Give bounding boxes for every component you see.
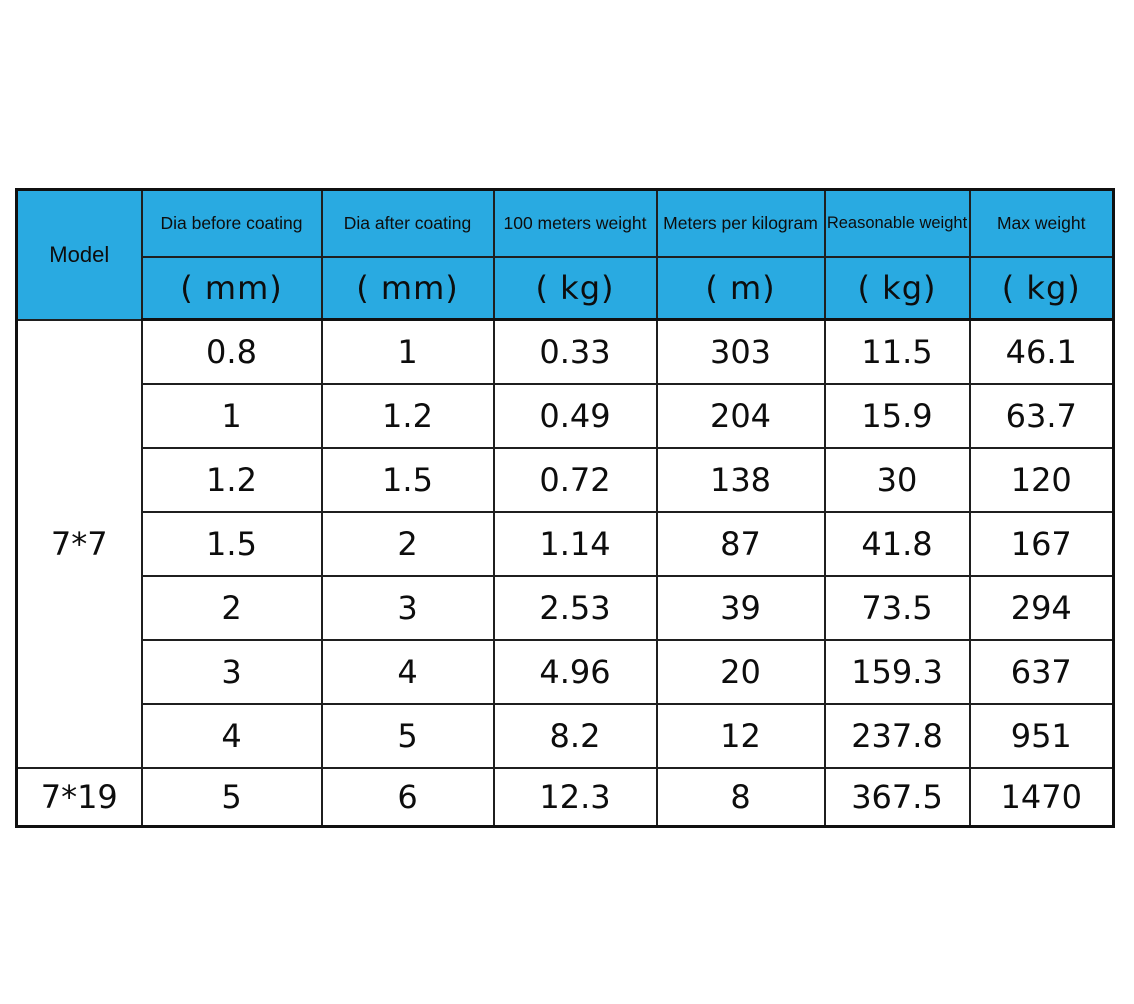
table-cell: 15.9 [823,382,971,449]
header-dia-after-coating: Dia after coating [320,188,495,258]
table-row: 7*19 5 6 12.3 8 367.5 1470 [15,766,1115,828]
table-cell: 39 [655,574,826,641]
table-cell: 12.3 [492,766,658,828]
table-cell: 8.2 [492,702,658,769]
table-cell: 237.8 [823,702,971,769]
unit-max-weight: ( kg) [968,255,1115,321]
table-cell: 87 [655,510,826,577]
table-cell: 2.53 [492,574,658,641]
table-cell: 5 [140,766,323,828]
table-cell: 3 [140,638,323,705]
table-cell: 73.5 [823,574,971,641]
table-cell: 20 [655,638,826,705]
table-cell: 1 [140,382,323,449]
table-header: Model Dia before coating Dia after coati… [15,188,1115,321]
table-cell: 1.2 [140,446,323,513]
unit-meters-per-kilogram: ( m) [655,255,826,321]
table-cell: 204 [655,382,826,449]
table-cell: 1.2 [320,382,495,449]
table-cell: 30 [823,446,971,513]
table-row: 3 4 4.96 20 159.3 637 [17,638,1115,705]
header-100-meters-weight: 100 meters weight [492,188,658,258]
table-cell: 3 [320,574,495,641]
table-cell: 0.49 [492,382,658,449]
header-dia-before-coating: Dia before coating [140,188,323,258]
table-cell: 6 [320,766,495,828]
model-cell-7x19: 7*19 [15,766,143,828]
unit-dia-before-coating: ( mm) [140,255,323,321]
table-cell: 0.33 [492,318,658,385]
unit-dia-after-coating: ( mm) [320,255,495,321]
table-cell: 12 [655,702,826,769]
table-cell: 1.5 [140,510,323,577]
table-cell: 1 [320,318,495,385]
table-cell: 637 [968,638,1115,705]
model-cell-7x7: 7*7 [15,318,143,769]
table-cell: 159.3 [823,638,971,705]
table-cell: 294 [968,574,1115,641]
table-row: 1 1.2 0.49 204 15.9 63.7 [17,382,1115,449]
table-cell: 4 [140,702,323,769]
table-cell: 5 [320,702,495,769]
wire-rope-spec-table: Model Dia before coating Dia after coati… [15,188,1115,828]
table-body: 7*7 0.8 1 0.33 303 11.5 46.1 1 1.2 0.49 … [15,318,1115,828]
table-cell: 2 [140,574,323,641]
header-model: Model [15,188,143,321]
unit-reasonable-weight: ( kg) [823,255,971,321]
table-row: 1.2 1.5 0.72 138 30 120 [17,446,1115,513]
table-cell: 303 [655,318,826,385]
table-cell: 0.8 [140,318,323,385]
table-cell: 1.5 [320,446,495,513]
table-cell: 41.8 [823,510,971,577]
table-cell: 8 [655,766,826,828]
header-reasonable-weight: Reasonable weight [823,188,971,258]
table-cell: 1.14 [492,510,658,577]
table-cell: 120 [968,446,1115,513]
table-row: 2 3 2.53 39 73.5 294 [17,574,1115,641]
table-row: 1.5 2 1.14 87 41.8 167 [17,510,1115,577]
header-max-weight: Max weight [968,188,1115,258]
table-cell: 951 [968,702,1115,769]
table-cell: 63.7 [968,382,1115,449]
table-cell: 4.96 [492,638,658,705]
table-row: 7*7 0.8 1 0.33 303 11.5 46.1 [15,318,1115,769]
table-cell: 367.5 [823,766,971,828]
table-cell: 0.72 [492,446,658,513]
table-cell: 138 [655,446,826,513]
header-meters-per-kilogram: Meters per kilogram [655,188,826,258]
table-cell: 46.1 [968,318,1115,385]
unit-100-meters-weight: ( kg) [492,255,658,321]
header-label-row: Model Dia before coating Dia after coati… [15,188,1115,321]
table-cell: 4 [320,638,495,705]
table-cell: 2 [320,510,495,577]
table-cell: 167 [968,510,1115,577]
table-row: 4 5 8.2 12 237.8 951 [17,702,1115,769]
table-cell: 1470 [968,766,1115,828]
header-unit-row: ( mm) ( mm) ( kg) ( m) ( kg) ( kg) [17,255,1115,321]
table-cell: 11.5 [823,318,971,385]
